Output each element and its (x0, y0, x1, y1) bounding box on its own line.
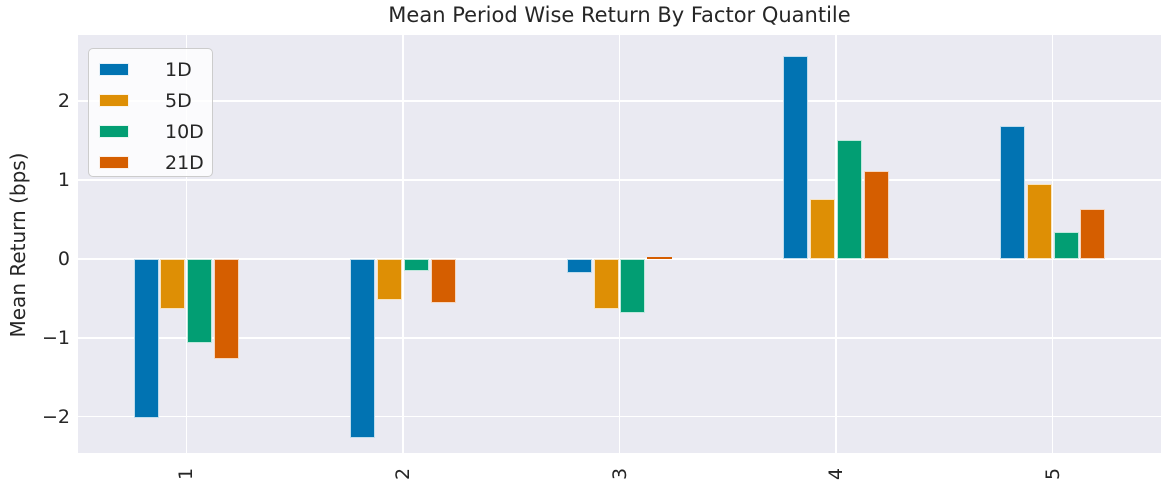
gridline-vertical (1051, 35, 1054, 453)
legend-entry-10d: 10D (99, 116, 212, 147)
y-axis-label: Mean Return (bps) (6, 152, 30, 338)
bar-5d-q3 (593, 258, 619, 309)
x-tick-label: 1 (175, 467, 198, 481)
x-tick-label: 3 (608, 467, 631, 481)
bar-1d-q2 (350, 258, 376, 438)
legend-entry-1d: 1D (99, 54, 212, 85)
y-tick-label: −2 (41, 405, 70, 428)
bar-1d-q1 (133, 258, 159, 418)
y-tick-label: −1 (41, 326, 70, 349)
legend-label: 21D (165, 151, 204, 174)
gridline-vertical (185, 35, 188, 453)
y-tick-label: 0 (57, 247, 70, 270)
y-tick-label: 2 (57, 90, 70, 113)
legend-label: 10D (165, 120, 204, 143)
bar-10d-q2 (403, 258, 429, 271)
x-tick-label: 5 (1041, 467, 1064, 481)
bar-10d-q1 (187, 258, 213, 344)
x-tick-label: 4 (825, 467, 848, 481)
chart-title: Mean Period Wise Return By Factor Quanti… (388, 3, 851, 27)
bar-10d-q3 (620, 258, 646, 313)
bar-5d-q2 (377, 258, 402, 300)
bar-5d-q1 (160, 258, 186, 309)
y-tick-label: 1 (57, 169, 70, 192)
legend-label: 5D (165, 89, 192, 112)
bar-5d-q4 (810, 199, 836, 259)
bar-10d-q4 (837, 139, 862, 259)
bar-5d-q5 (1026, 184, 1052, 259)
bar-21d-q3 (647, 256, 673, 259)
bar-1d-q3 (566, 258, 592, 274)
bar-21d-q2 (430, 258, 456, 304)
bar-21d-q5 (1080, 208, 1106, 259)
bar-10d-q5 (1053, 232, 1079, 259)
bar-1d-q5 (1000, 126, 1025, 259)
bar-21d-q1 (214, 258, 239, 360)
legend-swatch-10d (99, 125, 129, 138)
legend-label: 1D (165, 58, 192, 81)
gridline-vertical (618, 35, 621, 453)
gridline-vertical (835, 35, 837, 453)
legend-swatch-1d (99, 63, 129, 76)
legend-entry-21d: 21D (99, 147, 212, 178)
bar-21d-q4 (863, 171, 889, 259)
legend: 1D 5D 10D 21D (88, 48, 213, 177)
legend-entry-5d: 5D (99, 85, 212, 116)
legend-swatch-21d (99, 156, 129, 169)
x-tick-label: 2 (391, 467, 414, 481)
bar-1d-q4 (783, 56, 809, 259)
legend-swatch-5d (99, 94, 129, 107)
plot-area (78, 35, 1161, 453)
gridline-vertical (402, 35, 404, 453)
